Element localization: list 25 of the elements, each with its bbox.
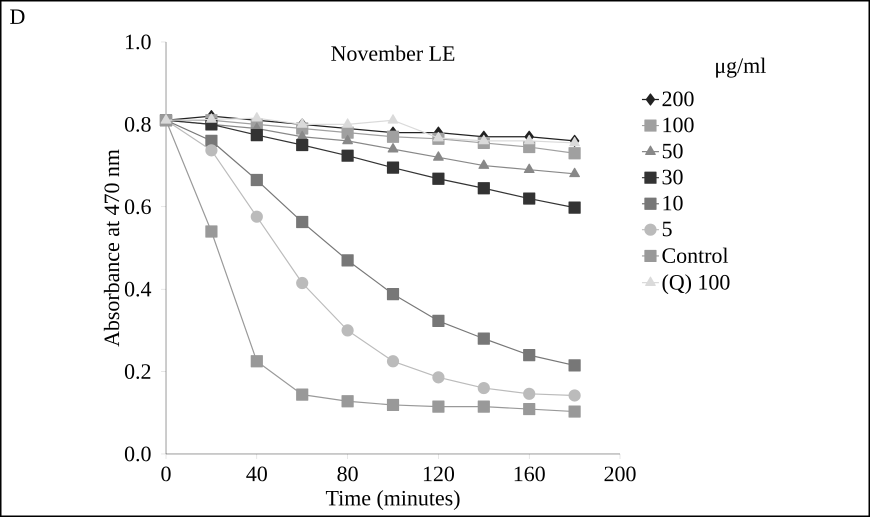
y-tick-label: 0.4 — [124, 282, 152, 297]
legend-label: 50 — [662, 144, 683, 158]
x-axis-title: Time (minutes) — [326, 490, 460, 510]
y-tick-label: 1.0 — [126, 34, 151, 50]
legend-label: 30 — [662, 170, 683, 184]
legend-label: 100 — [663, 118, 694, 132]
x-tick-label: 40 — [246, 466, 267, 482]
y-tick-label: 0.2 — [124, 364, 150, 380]
legend-title: μg/ml — [716, 58, 766, 78]
legend-label: 200 — [662, 91, 694, 106]
legend-label: (Q) 100 — [662, 274, 730, 294]
y-tick-label: 0.0 — [124, 446, 151, 462]
legend-label: Control — [662, 248, 728, 264]
y-tick-label: 0.6 — [124, 199, 151, 214]
y-axis-title: Absorbance at 470 nm — [104, 149, 120, 347]
chart-title: November LE — [331, 46, 454, 61]
x-tick-label: 200 — [604, 466, 636, 482]
x-tick-label: 120 — [424, 466, 454, 482]
x-tick-label: 0 — [161, 466, 171, 482]
y-tick-label: 0.8 — [124, 116, 151, 132]
x-tick-label: 80 — [337, 466, 358, 482]
legend-label: 5 — [662, 222, 672, 236]
legend-label: 10 — [663, 196, 683, 211]
text: D — [10, 9, 24, 24]
x-tick-label: 160 — [514, 466, 545, 482]
